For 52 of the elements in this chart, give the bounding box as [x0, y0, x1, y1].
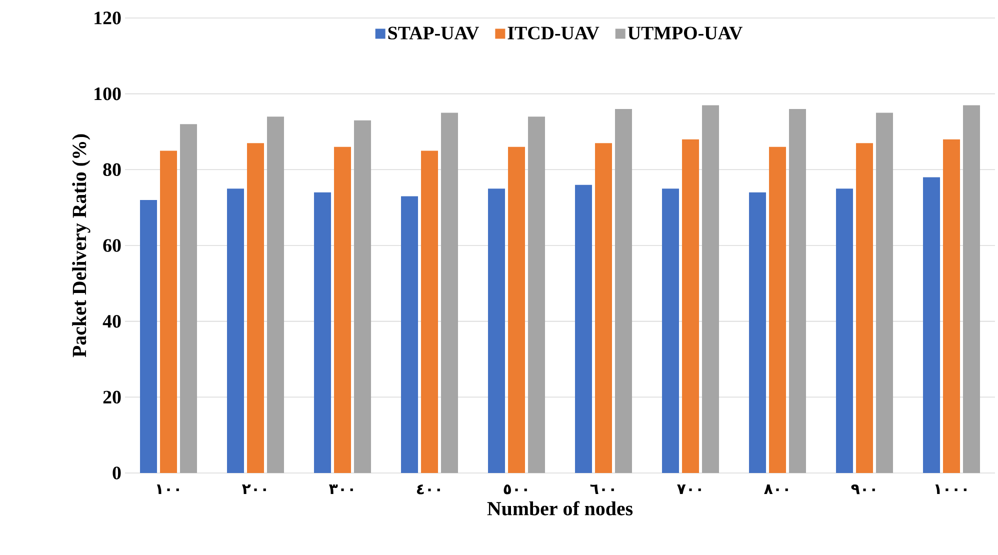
- bar: [876, 112, 894, 473]
- x-tick-label: ٤٠٠: [416, 484, 440, 494]
- bar: [702, 105, 720, 473]
- bar: [354, 120, 372, 473]
- bar: [421, 150, 438, 473]
- y-tick-label: 80: [103, 163, 121, 176]
- legend-label: UTMPO-UAV: [628, 26, 742, 40]
- bar: [836, 188, 854, 473]
- bar: [856, 143, 874, 473]
- bar: [267, 116, 284, 473]
- bar: [314, 192, 332, 473]
- x-tick-label: ٣٠٠: [329, 484, 353, 494]
- bar: [227, 188, 244, 473]
- bar: [160, 150, 178, 473]
- bar: [140, 200, 158, 473]
- bar: [789, 108, 806, 473]
- x-tick-label: ٦٠٠: [590, 484, 614, 494]
- x-tick-label: ١٠٠٠: [935, 484, 966, 494]
- bar: [943, 139, 960, 473]
- x-axis-title: Number of nodes: [487, 501, 633, 516]
- bar: [508, 146, 526, 473]
- bar: [441, 112, 458, 473]
- x-tick-label: ٨٠٠: [764, 484, 788, 494]
- y-tick-label: 100: [94, 87, 121, 100]
- y-tick-label: 120: [94, 12, 121, 24]
- y-tick-label: 40: [102, 314, 121, 328]
- bar: [615, 108, 632, 473]
- legend-label: STAP-UAV: [388, 26, 479, 40]
- bar: [923, 177, 940, 473]
- bar: [963, 105, 980, 473]
- bar: [180, 124, 198, 473]
- x-tick-label: ٧٠٠: [677, 484, 701, 494]
- x-tick-label: ٢٠٠: [242, 484, 266, 494]
- legend-label: ITCD-UAV: [508, 26, 600, 40]
- bar: [769, 146, 786, 473]
- y-axis-title: Packet Delivery Ratio (%): [72, 134, 90, 358]
- bar: [749, 192, 766, 473]
- bar: [401, 196, 418, 473]
- x-tick-label: ٩٠٠: [851, 484, 875, 494]
- y-tick-label: 60: [103, 239, 121, 252]
- bar: [595, 143, 612, 473]
- x-tick-label: ٥٠٠: [504, 484, 527, 494]
- y-tick-label: 0: [112, 466, 121, 480]
- x-tick-label: ١٠٠: [156, 484, 179, 494]
- bar: [334, 146, 352, 473]
- bar: [488, 188, 506, 473]
- y-tick-label: 20: [103, 390, 121, 404]
- bar: [575, 184, 592, 473]
- bar: [662, 188, 680, 473]
- bar: [682, 139, 700, 473]
- bar: [528, 116, 546, 473]
- bar: [247, 143, 264, 473]
